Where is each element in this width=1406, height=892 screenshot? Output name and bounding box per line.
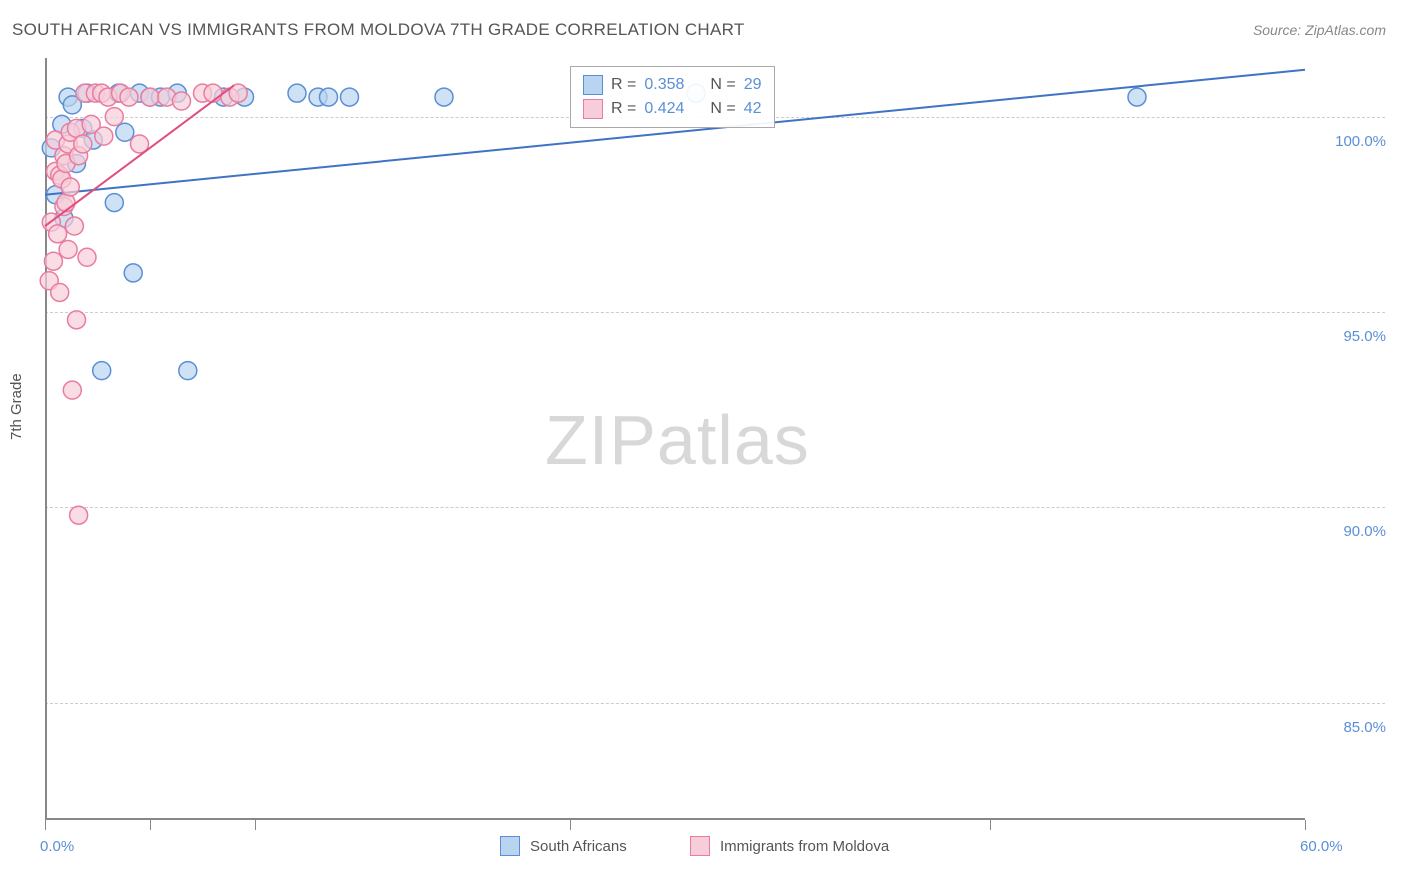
legend-swatch xyxy=(583,99,603,119)
legend-r-label: R = xyxy=(611,100,636,118)
xtick-mark xyxy=(570,820,571,830)
scatter-point xyxy=(74,135,92,153)
scatter-point xyxy=(49,225,67,243)
ytick-label: 100.0% xyxy=(1335,133,1386,150)
scatter-point xyxy=(70,506,88,524)
xtick-mark xyxy=(990,820,991,830)
legend-n-label: N = xyxy=(710,76,735,94)
scatter-point xyxy=(63,381,81,399)
xtick-label: 60.0% xyxy=(1300,838,1343,855)
scatter-point xyxy=(59,240,77,258)
ytick-label: 85.0% xyxy=(1343,719,1386,736)
plot-svg xyxy=(45,58,1305,820)
scatter-point xyxy=(105,108,123,126)
scatter-point xyxy=(288,84,306,102)
legend-r-label: R = xyxy=(611,76,636,94)
legend-series-label: South Africans xyxy=(530,838,627,855)
scatter-point xyxy=(435,88,453,106)
scatter-point xyxy=(179,362,197,380)
scatter-point xyxy=(320,88,338,106)
yaxis-label: 7th Grade xyxy=(8,373,25,440)
xtick-mark xyxy=(255,820,256,830)
scatter-point xyxy=(51,283,69,301)
legend-r-value: 0.358 xyxy=(644,76,684,94)
scatter-point xyxy=(124,264,142,282)
scatter-point xyxy=(341,88,359,106)
legend-swatch xyxy=(690,836,710,856)
scatter-point xyxy=(78,248,96,266)
legend-n-value: 29 xyxy=(744,76,762,94)
legend-bottom-item: South Africans xyxy=(500,836,627,856)
legend-n-label: N = xyxy=(710,100,735,118)
chart-title: SOUTH AFRICAN VS IMMIGRANTS FROM MOLDOVA… xyxy=(12,20,745,40)
xtick-mark xyxy=(150,820,151,830)
scatter-point xyxy=(44,252,62,270)
scatter-point xyxy=(1128,88,1146,106)
scatter-point xyxy=(116,123,134,141)
legend-swatch xyxy=(583,75,603,95)
legend-r-value: 0.424 xyxy=(644,100,684,118)
legend-row: R = 0.424 N = 42 xyxy=(583,97,762,121)
ytick-label: 90.0% xyxy=(1343,523,1386,540)
scatter-point xyxy=(68,311,86,329)
scatter-point xyxy=(93,362,111,380)
legend-top: R = 0.358 N = 29 R = 0.424 N = 42 xyxy=(570,66,775,128)
scatter-point xyxy=(95,127,113,145)
xtick-mark xyxy=(1305,820,1306,830)
xtick-label: 0.0% xyxy=(40,838,74,855)
scatter-point xyxy=(120,88,138,106)
source-attribution: Source: ZipAtlas.com xyxy=(1253,22,1386,38)
chart-container: SOUTH AFRICAN VS IMMIGRANTS FROM MOLDOVA… xyxy=(0,0,1406,892)
legend-bottom-item: Immigrants from Moldova xyxy=(690,836,889,856)
legend-row: R = 0.358 N = 29 xyxy=(583,73,762,97)
scatter-point xyxy=(141,88,159,106)
scatter-point xyxy=(65,217,83,235)
xtick-mark xyxy=(45,820,46,830)
scatter-point xyxy=(204,84,222,102)
scatter-point xyxy=(105,194,123,212)
legend-n-value: 42 xyxy=(744,100,762,118)
ytick-label: 95.0% xyxy=(1343,328,1386,345)
legend-swatch xyxy=(500,836,520,856)
legend-series-label: Immigrants from Moldova xyxy=(720,838,889,855)
scatter-point xyxy=(61,178,79,196)
scatter-point xyxy=(173,92,191,110)
